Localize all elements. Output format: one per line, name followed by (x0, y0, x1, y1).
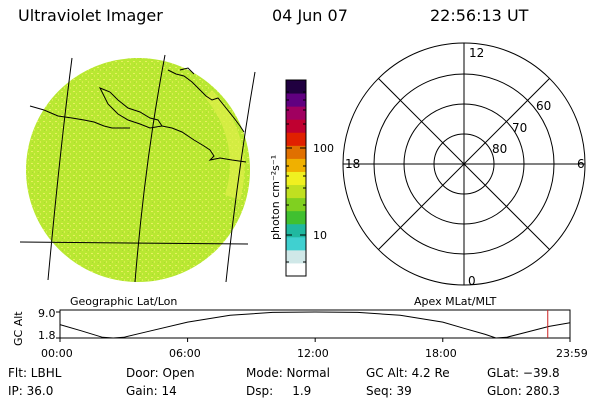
colorbar-tick-label: 10 (313, 229, 327, 242)
ip-status: IP: 36.0 (8, 384, 54, 398)
geo-grid (19, 54, 256, 283)
dsp-status: Dsp: 1.9 (246, 384, 312, 398)
coastline-icon (29, 67, 247, 163)
y-tick-label: 9.0 (38, 307, 56, 320)
colorbar-segment (286, 80, 306, 94)
observation-time: 22:56:13 UT (430, 6, 529, 25)
meridian-line (134, 54, 166, 283)
instrument-title: Ultraviolet Imager (18, 6, 163, 25)
colorbar-segment (286, 223, 306, 238)
glon-status: GLon: 280.3 (487, 384, 560, 398)
mlat-label: 60 (536, 99, 551, 113)
y-axis-label: GC Alt (12, 311, 25, 346)
mlt-label-top: 12 (469, 46, 484, 60)
filter-status: Flt: LBHL (8, 366, 62, 380)
colorbar-segment (286, 262, 306, 277)
apex-polar-grid (342, 42, 586, 286)
x-tick-label: 12:00 (297, 347, 329, 360)
colorbar-segment (286, 184, 306, 199)
colorbar-segment (286, 158, 306, 172)
colorbar-tick-label: 100 (313, 142, 334, 155)
meridian-line (225, 71, 256, 283)
colorbar-unit-label: photon cm⁻²s⁻¹ (269, 155, 282, 240)
colorbar-segment (286, 249, 306, 264)
y-tick-label: 1.8 (38, 329, 56, 342)
x-tick-label: 18:00 (425, 347, 457, 360)
parallel-line (19, 241, 249, 245)
colorbar-frame (285, 79, 307, 277)
colorbar (285, 79, 307, 277)
door-status: Door: Open (126, 366, 195, 380)
mlt-label-left: 18 (345, 157, 360, 171)
orbit-altitude-chart: 9.0 1.8 GC Alt 00:00 06:00 12:00 18:00 2… (12, 307, 588, 360)
mlt-label-right: 6 (577, 157, 585, 171)
mlt-spoke (378, 78, 550, 250)
meridian-line (47, 57, 73, 281)
colorbar-ticks (286, 91, 306, 263)
x-tick-label: 06:00 (169, 347, 201, 360)
geo-panel-caption: Geographic Lat/Lon (70, 295, 177, 308)
uv-earth-disk (26, 58, 250, 282)
mode-status: Mode: Normal (246, 366, 330, 380)
colorbar-segment (286, 171, 306, 186)
colorbar-segment (286, 236, 306, 251)
colorbar-segment (286, 106, 306, 120)
glat-status: GLat: −39.8 (487, 366, 560, 380)
mlat-label: 80 (492, 142, 507, 156)
gc-alt-status: GC Alt: 4.2 Re (366, 366, 450, 380)
gain-status: Gain: 14 (126, 384, 177, 398)
colorbar-segment (286, 197, 306, 212)
mlt-label-bottom: 0 (468, 274, 476, 288)
colorbar-segment (286, 145, 306, 159)
observation-date: 04 Jun 07 (272, 6, 348, 25)
x-tick-label: 00:00 (41, 347, 73, 360)
colorbar-segment (286, 93, 306, 107)
colorbar-segment (286, 210, 306, 225)
x-tick-label: 23:59 (556, 347, 588, 360)
mlat-label: 70 (512, 121, 527, 135)
colorbar-segment (286, 132, 306, 146)
apex-panel-caption: Apex MLat/MLT (414, 295, 497, 308)
series-line (59, 311, 571, 339)
seq-status: Seq: 39 (366, 384, 412, 398)
colorbar-segment (286, 119, 306, 133)
